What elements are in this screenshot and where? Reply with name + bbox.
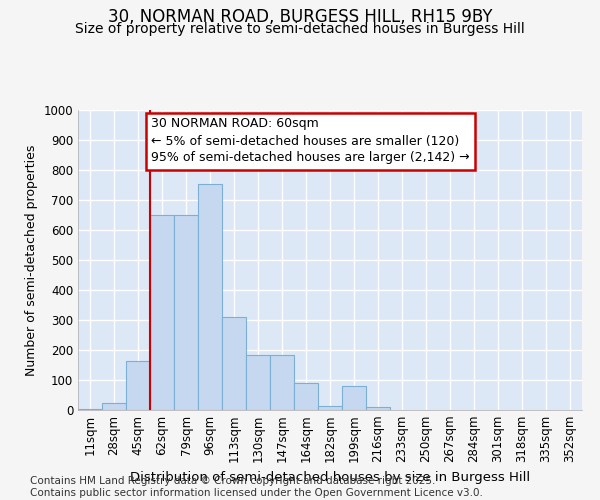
Text: 30 NORMAN ROAD: 60sqm
← 5% of semi-detached houses are smaller (120)
95% of semi: 30 NORMAN ROAD: 60sqm ← 5% of semi-detac… xyxy=(151,118,470,164)
Y-axis label: Number of semi-detached properties: Number of semi-detached properties xyxy=(25,144,38,376)
Bar xyxy=(174,215,198,410)
Bar xyxy=(246,355,270,410)
Bar xyxy=(150,215,174,410)
Bar xyxy=(222,317,246,410)
Bar xyxy=(78,408,102,410)
Bar xyxy=(270,355,294,410)
Bar xyxy=(342,386,366,410)
Bar xyxy=(318,406,342,410)
Text: 30, NORMAN ROAD, BURGESS HILL, RH15 9BY: 30, NORMAN ROAD, BURGESS HILL, RH15 9BY xyxy=(108,8,492,26)
Bar xyxy=(102,402,126,410)
Bar xyxy=(126,360,150,410)
X-axis label: Distribution of semi-detached houses by size in Burgess Hill: Distribution of semi-detached houses by … xyxy=(130,471,530,484)
Text: Contains HM Land Registry data © Crown copyright and database right 2025.
Contai: Contains HM Land Registry data © Crown c… xyxy=(30,476,483,498)
Bar xyxy=(366,407,390,410)
Bar xyxy=(198,184,222,410)
Text: Size of property relative to semi-detached houses in Burgess Hill: Size of property relative to semi-detach… xyxy=(75,22,525,36)
Bar xyxy=(294,383,318,410)
